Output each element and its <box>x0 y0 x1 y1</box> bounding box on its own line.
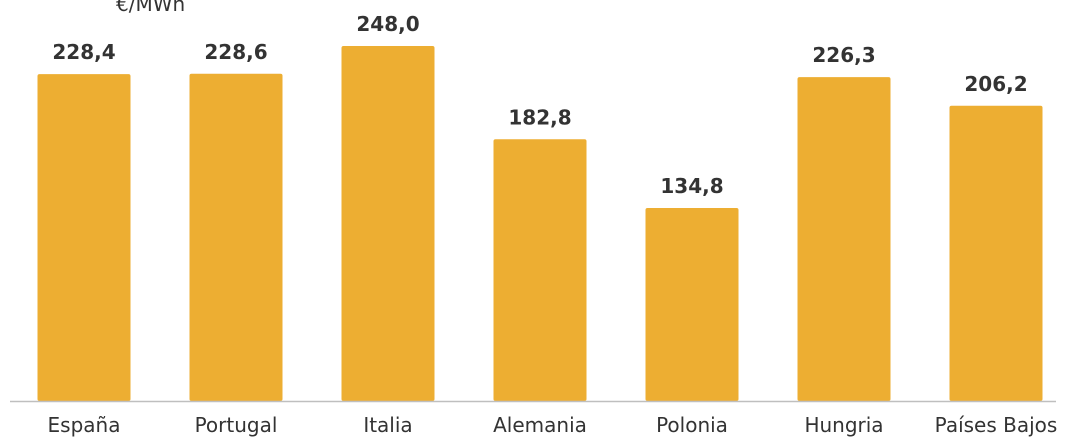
bar-5 <box>645 208 739 401</box>
bar-7 <box>949 105 1043 402</box>
bar-2 <box>189 73 283 402</box>
bar-value-label: 228,6 <box>204 40 267 64</box>
category-label: Portugal <box>195 413 278 437</box>
bar-4 <box>493 139 587 402</box>
bar-6 <box>797 77 891 401</box>
bar-value-label: 226,3 <box>812 43 875 67</box>
category-label: Italia <box>363 413 412 437</box>
y-axis-unit-label: €/MWh <box>116 0 186 16</box>
bar-value-label: 182,8 <box>508 105 571 129</box>
bar-value-label: 228,4 <box>52 40 115 64</box>
category-label: Alemania <box>493 413 587 437</box>
bar-1 <box>37 74 131 401</box>
bar-3 <box>341 46 435 401</box>
category-label: España <box>48 413 121 437</box>
bar-value-label: 206,2 <box>964 72 1027 96</box>
category-label: Países Bajos <box>935 413 1058 437</box>
category-label: Polonia <box>656 413 728 437</box>
bar-value-label: 134,8 <box>660 174 723 198</box>
bar-value-label: 248,0 <box>356 12 419 36</box>
category-label: Hungria <box>804 413 883 437</box>
